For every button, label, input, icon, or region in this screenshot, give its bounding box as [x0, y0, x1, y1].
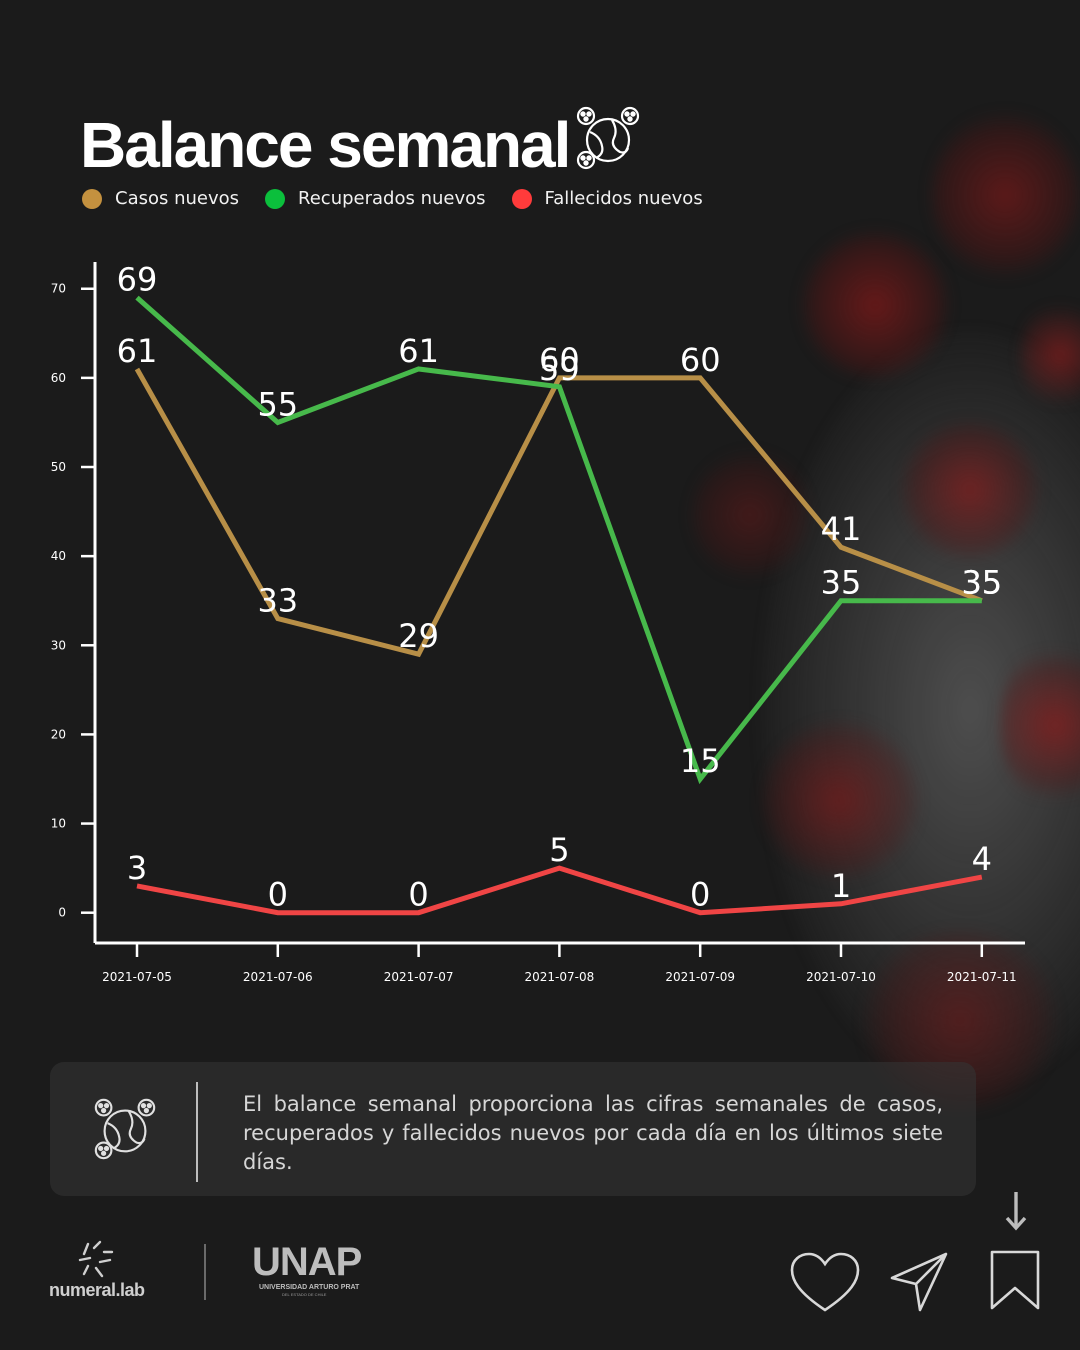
data-label-casos: 60: [539, 341, 580, 379]
series-line-fallecidos: [136, 865, 983, 916]
virus-globe-icon: [94, 1098, 156, 1160]
y-tick-label: 20: [51, 727, 66, 741]
data-label-fallecidos: 0: [268, 876, 288, 914]
footer-divider: [204, 1244, 206, 1300]
x-tick-label: 2021-07-11: [947, 970, 1017, 984]
series-line-recuperados: [135, 295, 982, 785]
legend-dot-fallecidos: [511, 188, 532, 209]
unap-logo: UNAP: [252, 1240, 362, 1284]
y-tick-label: 70: [51, 282, 66, 296]
data-label-casos: 29: [398, 617, 439, 655]
unap-subtitle: UNIVERSIDAD ARTURO PRAT: [259, 1284, 360, 1291]
virus-globe-icon: [576, 106, 640, 170]
numeral-lab-logo: [78, 1240, 114, 1278]
data-label-recuperados: 15: [680, 742, 721, 780]
x-tick-label: 2021-07-07: [384, 970, 454, 984]
data-label-recuperados: 55: [257, 385, 298, 423]
y-tick-label: 50: [51, 460, 66, 474]
page-title: Balance semanal: [80, 109, 571, 181]
legend-label-casos: Casos nuevos: [115, 188, 240, 209]
data-label-casos: 35: [961, 564, 1002, 602]
x-tick-label: 2021-07-10: [806, 970, 876, 984]
data-label-casos: 60: [680, 341, 721, 379]
legend-item-fallecidos: Fallecidos nuevos: [511, 188, 703, 209]
data-label-casos: 61: [117, 332, 158, 370]
legend-label-recuperados: Recuperados nuevos: [298, 188, 486, 209]
x-tick-label: 2021-07-06: [243, 970, 313, 984]
numeral-lab-text: numeral.lab: [49, 1280, 145, 1300]
heart-icon[interactable]: [788, 1250, 862, 1316]
info-divider: [196, 1082, 198, 1182]
data-label-casos: 33: [257, 582, 298, 620]
arrow-down-icon: [1005, 1192, 1027, 1231]
x-tick-label: 2021-07-05: [102, 970, 172, 984]
data-label-recuperados: 35: [821, 564, 862, 602]
legend-item-casos: Casos nuevos: [82, 188, 239, 209]
data-label-fallecidos: 1: [831, 867, 851, 905]
y-tick-label: 60: [51, 371, 66, 385]
legend-item-recuperados: Recuperados nuevos: [265, 188, 486, 209]
data-label-casos: 41: [821, 510, 862, 548]
series-line-casos: [134, 367, 983, 658]
data-label-fallecidos: 0: [408, 876, 428, 914]
data-label-fallecidos: 5: [549, 831, 569, 869]
legend-label-fallecidos: Fallecidos nuevos: [544, 188, 703, 209]
data-label-recuperados: 59: [539, 350, 580, 388]
y-tick-label: 40: [51, 549, 66, 563]
x-tick-label: 2021-07-08: [525, 970, 595, 984]
unap-subtitle-small: DEL ESTADO DE CHILE: [282, 1292, 327, 1297]
data-label-fallecidos: 4: [972, 840, 992, 878]
bookmark-icon[interactable]: [988, 1250, 1042, 1312]
legend-dot-recuperados: [265, 188, 286, 209]
info-text: El balance semanal proporciona las cifra…: [243, 1092, 943, 1174]
data-label-recuperados: 69: [117, 261, 158, 299]
y-tick-label: 0: [58, 906, 66, 920]
legend-dot-casos: [82, 188, 102, 209]
y-tick-label: 10: [51, 817, 66, 831]
y-tick-label: 30: [51, 638, 66, 652]
send-icon[interactable]: [888, 1250, 952, 1314]
data-label-recuperados: 61: [398, 332, 439, 370]
data-label-fallecidos: 0: [690, 876, 710, 914]
data-label-fallecidos: 3: [127, 849, 147, 887]
data-label-recuperados: 35: [961, 564, 1002, 602]
x-tick-label: 2021-07-09: [665, 970, 735, 984]
legend: Casos nuevos Recuperados nuevos Fallecid…: [82, 188, 729, 209]
info-box: El balance semanal proporciona las cifra…: [50, 1062, 976, 1196]
